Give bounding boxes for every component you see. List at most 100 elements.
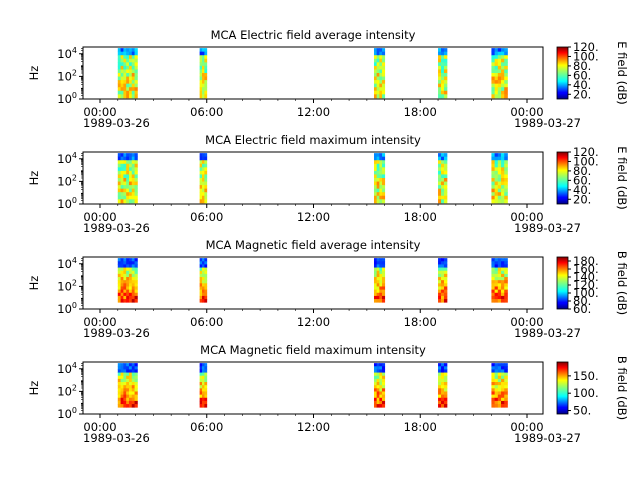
spectrogram-cell (441, 391, 445, 396)
spectrogram-cell (379, 192, 383, 197)
spectrogram-cell (199, 65, 203, 70)
spectrogram-cell (443, 394, 448, 399)
spectrogram-cell (494, 181, 499, 186)
spectrogram-cell (373, 289, 378, 294)
spectrogram-cell (504, 58, 508, 63)
spectrogram-cell (504, 292, 508, 297)
spectrogram-cell (497, 292, 502, 297)
spectrogram-cell (441, 55, 445, 60)
spectrogram-cell (204, 372, 208, 377)
spectrogram-cell (504, 156, 508, 161)
spectrogram-cell (131, 199, 135, 204)
spectrogram-cell (438, 94, 442, 99)
colorbar-tick-label: 60. (573, 302, 591, 316)
spectrogram-cell (497, 153, 502, 158)
spectrogram-cell (438, 378, 442, 383)
spectrogram-cell (123, 394, 127, 399)
spectrogram-cell (504, 163, 508, 168)
spectrogram-cell (494, 270, 499, 275)
spectrogram-cell (123, 167, 127, 172)
spectrogram-cell (441, 90, 445, 95)
spectrogram-cell (120, 170, 124, 175)
spectrogram-cell (501, 181, 505, 186)
spectrogram-cell (504, 199, 508, 204)
spectrogram-cell (134, 385, 138, 389)
spectrogram-cell (128, 48, 133, 53)
spectrogram-cell (491, 188, 496, 193)
spectrogram-cell (373, 400, 378, 405)
spectrogram-cell (443, 400, 448, 405)
spectrogram-cell (126, 391, 130, 396)
spectrogram-cell (382, 273, 386, 278)
spectrogram-cell (134, 273, 138, 278)
spectrogram-cell (501, 51, 505, 56)
spectrogram-cell (126, 87, 130, 92)
spectrogram-cell (131, 378, 135, 383)
spectrogram-cell (202, 264, 205, 268)
spectrogram-cell (438, 382, 442, 386)
panel-0: MCA Electric field average intensity 100 1… (27, 28, 629, 130)
spectrogram-cell (123, 170, 127, 175)
spectrogram-cell (443, 170, 448, 175)
spectrogram-cell (501, 188, 505, 193)
spectrogram-cell (497, 385, 502, 389)
spectrogram-cell (199, 292, 203, 297)
spectrogram-cell (134, 382, 138, 386)
spectrogram-cell (126, 295, 130, 300)
data-block (438, 258, 448, 303)
spectrogram-cell (123, 94, 127, 99)
spectrogram-cell (379, 289, 383, 294)
colorbar-label: E field (dB) (615, 146, 629, 210)
spectrogram-cell (443, 156, 448, 161)
spectrogram-cell (131, 178, 135, 182)
spectrogram-cell (379, 199, 383, 204)
spectrogram-cell (128, 58, 133, 63)
spectrogram-cell (117, 388, 121, 392)
spectrogram-cell (441, 397, 445, 402)
spectrogram-cell (438, 163, 442, 168)
spectrogram-cell (379, 51, 383, 56)
spectrogram-cell (128, 199, 133, 204)
spectrogram-cell (126, 385, 130, 389)
spectrogram-cell (438, 404, 442, 408)
spectrogram-cell (128, 65, 133, 70)
spectrogram-cell (131, 270, 135, 275)
spectrogram-cell (438, 69, 442, 74)
colorbar-tick-label: 50. (573, 404, 591, 418)
spectrogram-cell (134, 163, 138, 168)
spectrogram-cell (199, 283, 203, 287)
spectrogram-cell (494, 199, 499, 204)
spectrogram-cell (131, 267, 135, 272)
spectrogram-cell (373, 270, 378, 275)
spectrogram-cell (131, 188, 135, 193)
spectrogram-cell (501, 55, 505, 60)
spectrogram-cell (438, 385, 442, 389)
spectrogram-cell (126, 372, 130, 377)
spectrogram-cell (497, 366, 502, 370)
spectrogram-cell (379, 404, 383, 408)
spectrogram-cell (504, 76, 508, 81)
spectrogram-cell (204, 261, 208, 265)
spectrogram-cell (491, 80, 496, 85)
spectrogram-cell (199, 295, 203, 300)
spectrogram-cell (373, 185, 378, 190)
spectrogram-cell (497, 156, 502, 161)
spectrogram-cell (204, 83, 208, 88)
spectrogram-cell (199, 55, 203, 60)
spectrogram-cell (134, 90, 138, 95)
spectrogram-cell (494, 391, 499, 396)
spectrogram-cell (204, 366, 208, 370)
spectrogram-cell (494, 170, 499, 175)
spectrogram-cell (376, 192, 380, 197)
spectrogram-cell (382, 283, 386, 287)
spectrogram-cell (443, 51, 448, 56)
colorbar-gradient (556, 361, 569, 415)
spectrogram-cell (120, 76, 124, 81)
spectrogram-cell (373, 378, 378, 383)
spectrogram-cell (123, 382, 127, 386)
colorbar-tick-label: 100. (573, 49, 599, 63)
spectrogram-cell (123, 51, 127, 56)
spectrogram-cell (491, 404, 496, 408)
spectrogram-cell (379, 277, 383, 281)
spectrogram-cell (202, 267, 205, 272)
